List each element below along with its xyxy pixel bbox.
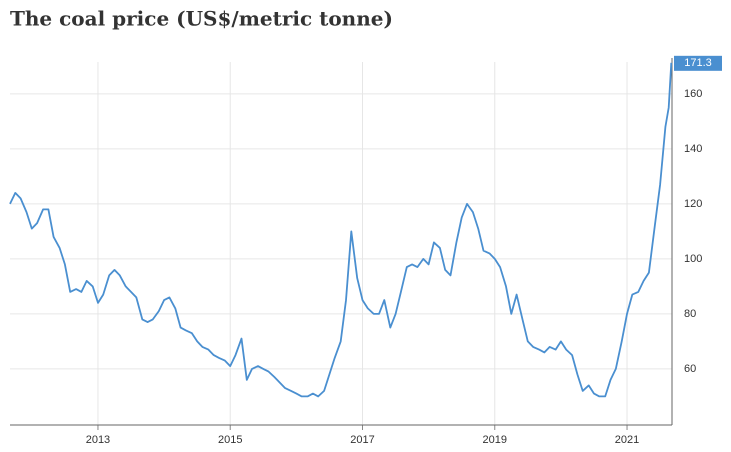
x-tick-label: 2017: [350, 434, 374, 446]
y-tick-label: 160: [684, 88, 702, 100]
y-tick-label: 140: [684, 143, 702, 155]
x-tick-label: 2015: [218, 434, 242, 446]
x-tick-label: 2019: [483, 434, 507, 446]
price-line: [9, 62, 673, 398]
y-tick-label: 80: [684, 308, 696, 320]
x-tick-label: 2021: [615, 434, 639, 446]
last-value-box: [674, 55, 722, 71]
y-tick-label: 60: [684, 363, 696, 375]
y-tick-label: 120: [684, 198, 702, 210]
chart-title: The coal price (US$/metric tonne): [10, 7, 393, 31]
last-value-label: 171.3: [684, 57, 712, 69]
x-tick-label: 2013: [86, 434, 110, 446]
y-tick-label: 100: [684, 253, 702, 265]
